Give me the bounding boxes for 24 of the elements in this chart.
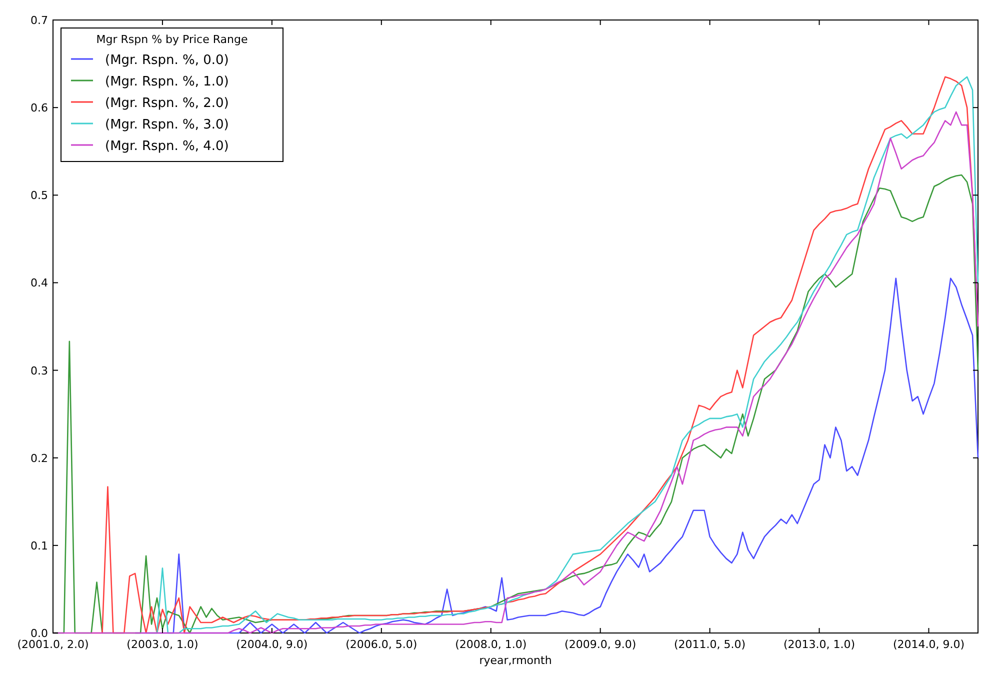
x-tick-label: (2004.0, 9.0) <box>236 638 308 651</box>
y-tick-label: 0.3 <box>30 364 48 378</box>
x-tick-label: (2013.0, 1.0) <box>783 638 856 651</box>
x-tick-label: (2003.0, 1.0) <box>126 638 198 651</box>
y-tick-label: 0.0 <box>30 627 48 640</box>
x-tick-label: (2001.0, 2.0) <box>17 638 89 651</box>
legend-label: (Mgr. Rspn. %, 4.0) <box>105 139 229 154</box>
y-tick-label: 0.2 <box>30 452 48 465</box>
x-tick-label: (2011.0, 5.0) <box>674 638 746 651</box>
legend-label: (Mgr. Rspn. %, 2.0) <box>105 96 229 111</box>
legend-label: (Mgr. Rspn. %, 3.0) <box>105 118 229 132</box>
legend-label: (Mgr. Rspn. %, 0.0) <box>105 53 229 68</box>
legend-title: Mgr Rspn % by Price Range <box>96 33 248 46</box>
x-tick-label: (2009.0, 9.0) <box>564 638 636 651</box>
y-tick-label: 0.5 <box>30 189 48 202</box>
x-axis-title: ryear,rmonth <box>479 654 552 667</box>
y-tick-label: 0.4 <box>30 276 48 290</box>
legend-label: (Mgr. Rspn. %, 1.0) <box>105 74 229 90</box>
y-tick-label: 0.7 <box>30 14 48 27</box>
y-tick-label: 0.1 <box>30 539 48 552</box>
y-tick-label: 0.6 <box>30 102 48 115</box>
x-tick-label: (2014.0, 9.0) <box>892 638 965 651</box>
x-tick-label: (2006.0, 5.0) <box>346 638 418 651</box>
x-tick-label: (2008.0, 1.0) <box>455 638 527 651</box>
